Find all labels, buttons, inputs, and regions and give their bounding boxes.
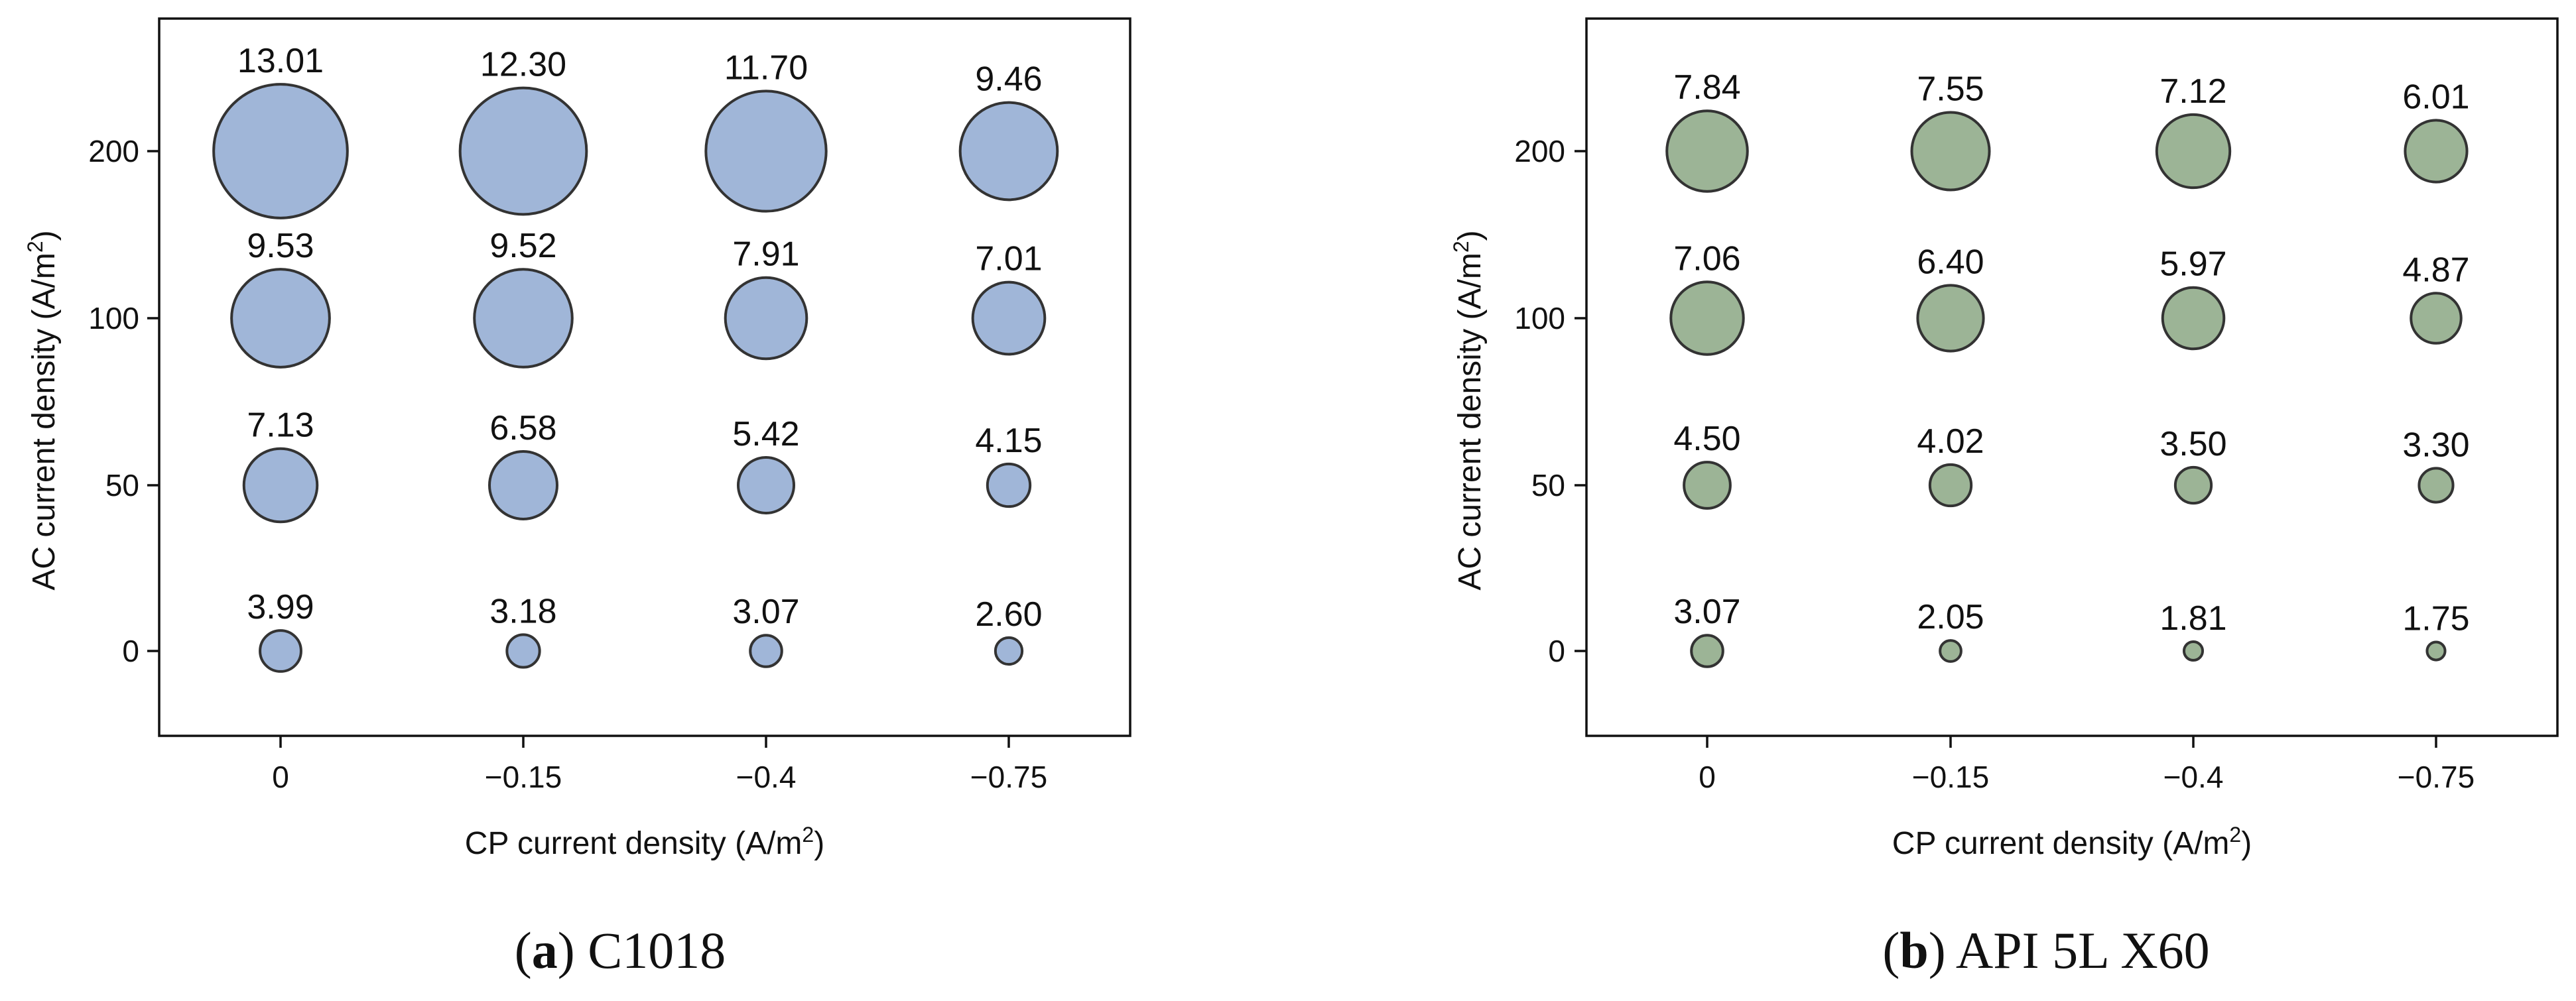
bubble — [724, 276, 808, 361]
bubble-value-label: 3.30 — [2402, 426, 2469, 464]
bubble — [749, 634, 783, 668]
bubble — [1939, 639, 1963, 663]
bubble-value-label: 7.84 — [1673, 68, 1740, 107]
bubble — [2425, 640, 2447, 662]
x-tick-label: −0.4 — [736, 760, 797, 794]
panel-caption: (a) C1018 — [515, 921, 726, 979]
chart-panel-b: 0 50 100 200 0 −0.15 −0.4 −0.75 3.07 2.05 1.81 1.75… — [1449, 17, 2559, 979]
x-tick-label: −0.15 — [485, 760, 562, 794]
x-tick-label: −0.75 — [970, 760, 1047, 794]
bubble — [458, 86, 588, 216]
y-tick-label: 50 — [1531, 468, 1565, 502]
bubble — [1690, 634, 1724, 668]
bubble — [212, 83, 349, 219]
bubble — [971, 280, 1047, 356]
bubble-value-label: 3.18 — [489, 592, 556, 630]
bubble-value-label: 7.13 — [247, 406, 314, 445]
bubble-value-label: 7.12 — [2159, 72, 2226, 111]
bubble-value-label: 9.46 — [975, 60, 1042, 99]
bubble — [2417, 467, 2455, 504]
bubble — [242, 447, 319, 524]
bubble — [986, 462, 1032, 508]
bubble-value-label: 3.50 — [2159, 425, 2226, 463]
bubble — [2155, 113, 2232, 190]
bubble-value-label: 7.91 — [732, 235, 799, 274]
bubble-value-label: 2.05 — [1917, 598, 1984, 636]
bubble-value-label: 7.06 — [1673, 239, 1740, 278]
x-axis-label: CP current density (A/m2) — [465, 823, 824, 861]
bubble-value-label: 3.07 — [1673, 593, 1740, 631]
x-tick-label: 0 — [272, 760, 289, 794]
bubble — [1910, 111, 1991, 192]
bubble — [2182, 640, 2205, 662]
x-tick-label: −0.75 — [2398, 760, 2475, 794]
bubble — [1916, 284, 1985, 353]
bubble-value-label: 3.99 — [247, 588, 314, 626]
bubble-value-label: 4.87 — [2402, 251, 2469, 289]
x-axis-label: CP current density (A/m2) — [1892, 823, 2252, 861]
y-tick-label: 100 — [1514, 301, 1565, 335]
y-axis-label: AC current density (A/m2) — [23, 230, 62, 590]
bubble-value-label: 11.70 — [724, 48, 808, 87]
bubble-value-label: 1.75 — [2402, 599, 2469, 638]
y-tick-label: 50 — [105, 468, 139, 502]
bubble — [230, 268, 331, 369]
bubble — [505, 633, 541, 669]
bubble — [958, 101, 1059, 202]
bubble-value-label: 6.01 — [2402, 78, 2469, 116]
panel-caption: (b) API 5L X60 — [1882, 921, 2209, 979]
bubble-value-label: 4.15 — [975, 422, 1042, 460]
bubble — [2410, 292, 2463, 345]
bubble-value-label: 5.97 — [2159, 245, 2226, 284]
bubble — [1683, 461, 1732, 510]
bubble-value-label: 1.81 — [2159, 599, 2226, 638]
bubble-value-label: 7.01 — [975, 240, 1042, 278]
y-tick-label: 200 — [1514, 134, 1565, 168]
plot-frame — [158, 17, 1131, 737]
chart-panel-a: 0 50 100 200 0 −0.15 −0.4 −0.75 3.99 3.18 3.07 2.60… — [23, 17, 1131, 979]
bubble-value-label: 9.52 — [489, 227, 556, 265]
bubble-value-label: 7.55 — [1917, 70, 1984, 108]
bubble — [704, 89, 828, 213]
bubble-value-label: 5.42 — [732, 415, 799, 453]
bubble-value-label: 4.02 — [1917, 422, 1984, 461]
x-tick-label: −0.15 — [1912, 760, 1989, 794]
y-tick-label: 0 — [122, 634, 139, 668]
bubble — [259, 629, 302, 673]
y-tick-label: 200 — [88, 134, 139, 168]
bubble — [736, 455, 796, 515]
bubble — [1669, 280, 1745, 356]
bubble-value-label: 13.01 — [237, 42, 324, 80]
bubble — [473, 268, 574, 369]
bubble — [1665, 109, 1749, 193]
bubble — [994, 636, 1024, 666]
bubble-value-label: 2.60 — [975, 595, 1042, 634]
bubble-value-label: 4.50 — [1673, 420, 1740, 458]
bubble — [2404, 119, 2469, 184]
bubble-value-label: 6.58 — [489, 409, 556, 447]
bubble-value-label: 12.30 — [480, 46, 566, 84]
plot-frame — [1585, 17, 2559, 737]
y-tick-label: 100 — [88, 301, 139, 335]
bubble-value-label: 6.40 — [1917, 243, 1984, 281]
y-axis-label: AC current density (A/m2) — [1449, 230, 1488, 590]
bubble-value-label: 3.07 — [732, 593, 799, 631]
x-tick-label: −0.4 — [2163, 760, 2224, 794]
bubble — [1928, 463, 1973, 508]
bubble — [2161, 286, 2226, 351]
x-tick-label: 0 — [1699, 760, 1716, 794]
bubble — [2173, 465, 2213, 505]
bubble-value-label: 9.53 — [247, 227, 314, 265]
bubble — [488, 450, 558, 520]
y-tick-label: 0 — [1548, 634, 1565, 668]
